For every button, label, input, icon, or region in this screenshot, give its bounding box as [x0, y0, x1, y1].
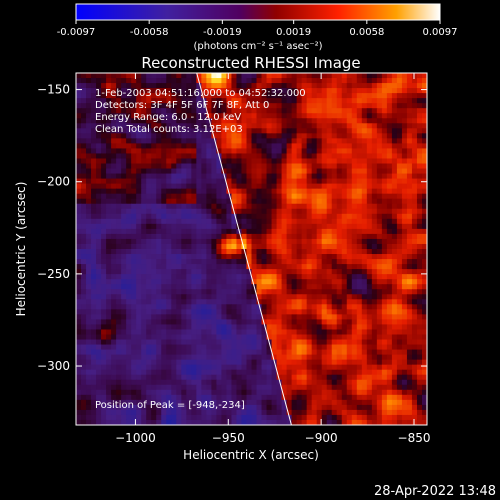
- x-tick-label: −850: [398, 431, 431, 445]
- x-tick-label: −950: [212, 431, 245, 445]
- annotation-line: 1-Feb-2003 04:51:16.000 to 04:52:32.000: [95, 88, 306, 99]
- annotation-block: 1-Feb-2003 04:51:16.000 to 04:52:32.000D…: [95, 88, 306, 135]
- y-tick-label: −150: [37, 83, 70, 97]
- plot-frame: [75, 72, 428, 426]
- colorbar-tick-label: -0.0019: [203, 27, 242, 38]
- colorbar-tick-label: -0.0058: [130, 27, 169, 38]
- colorbar: [75, 3, 441, 21]
- annotation-line: Energy Range: 6.0 - 12.0 keV: [95, 112, 241, 123]
- colorbar-tick-label: 0.0019: [276, 27, 311, 38]
- y-axis-ticks: −150 −200 −250 −300: [37, 83, 427, 373]
- x-axis-label: Heliocentric X (arcsec): [183, 448, 319, 462]
- annotation-line: Detectors: 3F 4F 5F 6F 7F 8F, Att 0: [95, 100, 269, 111]
- x-axis-ticks: −1000 −950 −900 −850: [115, 73, 430, 445]
- colorbar-unit-label: (photons cm⁻² s⁻¹ asec⁻²): [193, 41, 322, 52]
- colorbar-ticks: -0.0097 -0.0058 -0.0019 0.0019 0.0058 0.0097: [57, 20, 458, 38]
- y-tick-label: −250: [37, 267, 70, 281]
- colorbar-tick-label: 0.0097: [423, 27, 458, 38]
- y-tick-label: −200: [37, 175, 70, 189]
- peak-position-label: Position of Peak = [-948,-234]: [95, 400, 245, 411]
- annotation-line: Clean Total counts: 3.12E+03: [95, 124, 243, 135]
- chart-title: Reconstructed RHESSI Image: [141, 54, 360, 72]
- solar-limb-line: [196, 73, 292, 425]
- colorbar-tick-label: 0.0058: [349, 27, 384, 38]
- x-tick-label: −1000: [115, 431, 156, 445]
- footer-timestamp: 28-Apr-2022 13:48: [374, 484, 496, 499]
- x-tick-label: −900: [305, 431, 338, 445]
- heatmap-cells: [76, 73, 427, 425]
- y-axis-label: Heliocentric Y (arcsec): [14, 182, 28, 317]
- y-tick-label: −300: [37, 359, 70, 373]
- colorbar-tick-label: -0.0097: [57, 27, 96, 38]
